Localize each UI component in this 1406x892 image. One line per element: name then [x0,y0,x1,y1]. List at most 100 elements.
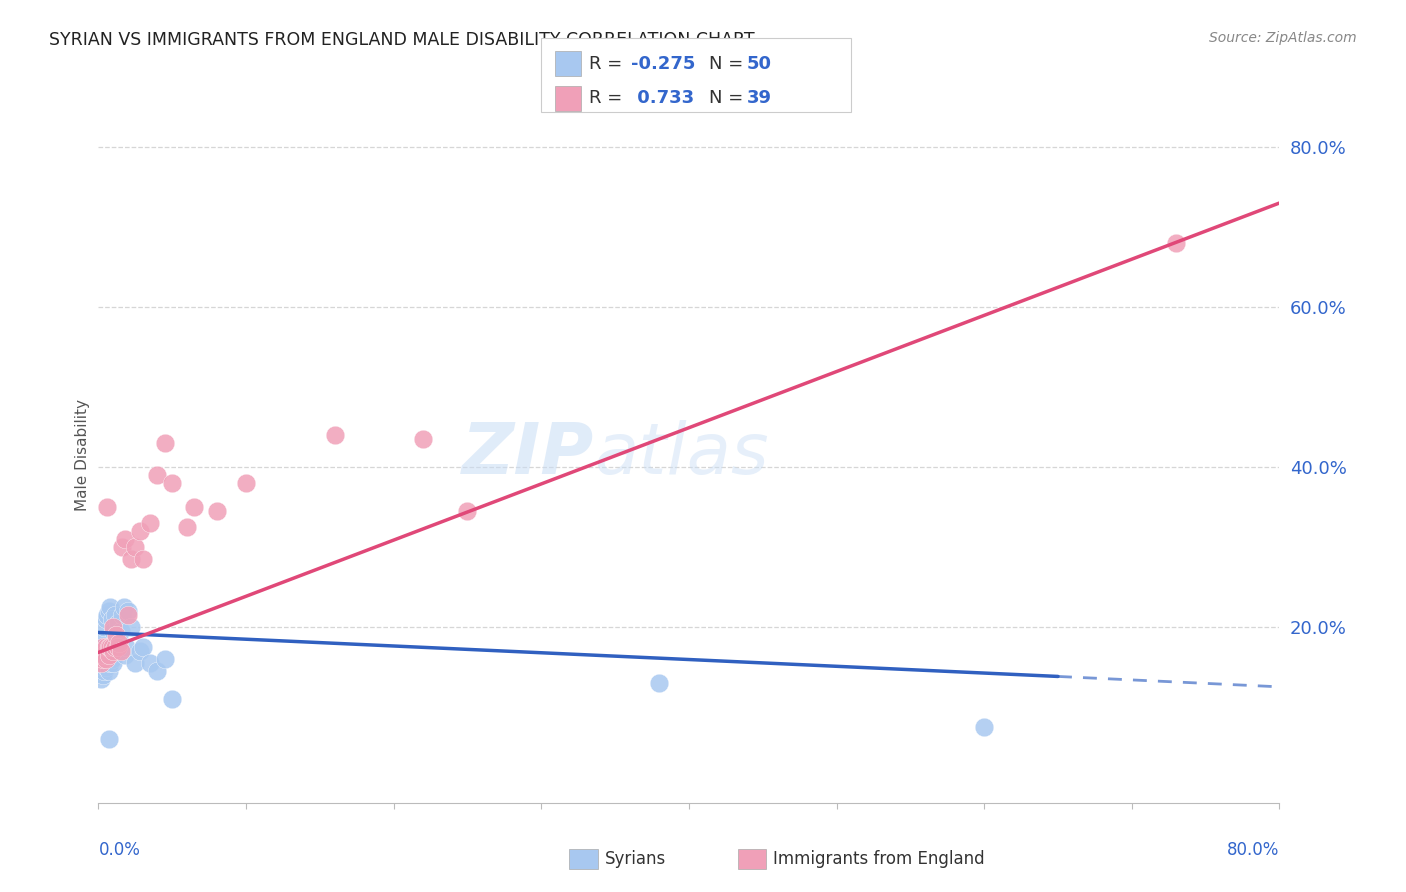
Point [97,640,120,654]
Point [91,652,114,666]
Point [89,652,111,666]
Point [108,636,131,650]
Point [235,475,257,490]
Text: -0.275: -0.275 [631,55,696,73]
Point [98,640,121,654]
Point [94,612,117,626]
Point [153,652,176,666]
Point [90,672,112,686]
Text: R =: R = [589,55,628,73]
Point [139,656,162,670]
Point [973,720,995,734]
Point [89,664,111,678]
Point [105,628,128,642]
Point [103,620,125,634]
Point [132,552,155,566]
Point [124,656,146,670]
Point [120,620,142,634]
Text: Syrians: Syrians [605,850,666,868]
Point [139,516,162,530]
Point [323,428,346,442]
Point [205,504,228,518]
Text: ZIP: ZIP [463,420,595,490]
Point [98,656,121,670]
Point [115,640,138,654]
Point [183,500,205,514]
Point [93,648,115,662]
Point [90,664,112,678]
Text: N =: N = [709,55,748,73]
Point [117,607,139,622]
Point [412,432,434,446]
Point [103,644,125,658]
Point [103,624,125,638]
Text: N =: N = [709,89,748,107]
Point [128,644,150,658]
Text: SYRIAN VS IMMIGRANTS FROM ENGLAND MALE DISABILITY CORRELATION CHART: SYRIAN VS IMMIGRANTS FROM ENGLAND MALE D… [49,31,755,49]
Text: atlas: atlas [595,420,769,490]
Text: 0.0%: 0.0% [98,841,141,859]
Point [91,652,114,666]
Point [89,652,111,666]
Point [146,467,169,482]
Point [111,607,134,622]
Point [176,520,198,534]
Point [456,504,478,518]
Point [89,656,111,670]
Point [117,604,139,618]
Point [91,640,114,654]
Point [100,612,122,626]
Point [93,664,115,678]
Point [93,620,115,634]
Point [111,540,134,554]
Point [124,540,146,554]
Point [91,660,114,674]
Text: Source: ZipAtlas.com: Source: ZipAtlas.com [1209,31,1357,45]
Point [120,552,142,566]
Point [132,640,155,654]
Point [100,652,122,666]
Point [96,500,118,514]
Text: Immigrants from England: Immigrants from England [773,850,986,868]
Point [94,652,117,666]
Point [97,731,120,746]
Point [153,436,176,450]
Point [103,656,125,670]
Point [91,640,114,654]
Point [91,668,114,682]
Point [104,640,127,654]
Point [107,615,129,630]
Point [96,656,118,670]
Point [110,644,132,658]
Point [97,648,120,662]
Point [112,599,135,614]
Point [90,644,112,658]
Point [90,648,112,662]
Point [94,640,117,654]
Point [110,624,132,638]
Text: 0.733: 0.733 [631,89,695,107]
Text: 50: 50 [747,55,772,73]
Point [1164,235,1187,250]
Point [105,628,128,642]
Y-axis label: Male Disability: Male Disability [75,399,90,511]
Point [162,691,183,706]
Point [104,607,127,622]
Point [146,664,169,678]
Point [90,656,112,670]
Point [108,644,131,658]
Point [93,656,115,670]
Point [107,640,129,654]
Point [90,648,112,662]
Point [97,664,120,678]
Point [162,475,183,490]
Text: 80.0%: 80.0% [1227,841,1279,859]
Point [94,660,117,674]
Text: R =: R = [589,89,628,107]
Point [98,599,121,614]
Point [94,648,117,662]
Point [114,532,136,546]
Point [114,648,136,662]
Point [96,607,118,622]
Point [100,640,122,654]
